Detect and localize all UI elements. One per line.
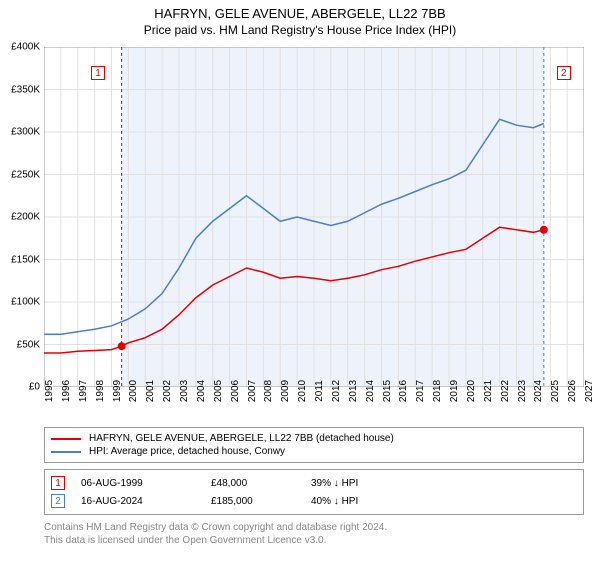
x-tick-label: 2026 [567, 380, 578, 402]
x-tick-label: 2025 [550, 380, 561, 402]
footnote-line: Contains HM Land Registry data © Crown c… [44, 521, 584, 534]
x-tick-label: 2002 [162, 380, 173, 402]
event-date: 06-AUG-1999 [81, 478, 211, 489]
event-date: 16-AUG-2024 [81, 496, 211, 507]
legend-item: HPI: Average price, detached house, Conw… [51, 445, 577, 458]
x-tick-label: 1999 [112, 380, 123, 402]
event-price: £185,000 [211, 496, 311, 507]
chart-title: HAFRYN, GELE AVENUE, ABERGELE, LL22 7BB [0, 6, 600, 21]
x-tick-label: 2014 [365, 380, 376, 402]
x-tick-label: 2015 [382, 380, 393, 402]
marker-badge: 2 [557, 66, 571, 80]
footnote: Contains HM Land Registry data © Crown c… [44, 521, 584, 547]
x-tick-label: 2020 [466, 380, 477, 402]
x-tick-label: 2016 [398, 380, 409, 402]
x-tick-label: 2011 [314, 380, 325, 402]
x-tick-label: 1997 [78, 380, 89, 402]
legend-item: HAFRYN, GELE AVENUE, ABERGELE, LL22 7BB … [51, 432, 577, 445]
x-tick-label: 2021 [483, 380, 494, 402]
y-tick-label: £250K [11, 169, 40, 180]
x-tick-label: 2013 [348, 380, 359, 402]
legend-label: HAFRYN, GELE AVENUE, ABERGELE, LL22 7BB … [89, 433, 394, 444]
event-delta: 40% ↓ HPI [311, 496, 358, 507]
x-tick-label: 2012 [331, 380, 342, 402]
y-tick-label: £150K [11, 254, 40, 265]
footnote-line: This data is licensed under the Open Gov… [44, 534, 584, 547]
x-tick-label: 2000 [128, 380, 139, 402]
y-tick-label: £400K [11, 42, 40, 53]
chart-svg [44, 47, 584, 387]
event-badge: 1 [51, 476, 65, 490]
event-badge: 2 [51, 494, 65, 508]
legend-swatch [51, 451, 81, 453]
legend-swatch [51, 438, 81, 440]
y-tick-label: £300K [11, 127, 40, 138]
y-tick-label: £100K [11, 297, 40, 308]
x-tick-label: 2022 [500, 380, 511, 402]
x-tick-label: 2018 [432, 380, 443, 402]
x-tick-label: 2019 [449, 380, 460, 402]
event-price: £48,000 [211, 478, 311, 489]
marker-badge: 1 [91, 66, 105, 80]
x-tick-label: 2004 [196, 380, 207, 402]
x-tick-label: 2007 [247, 380, 258, 402]
x-tick-label: 2001 [145, 380, 156, 402]
x-tick-label: 2006 [230, 380, 241, 402]
legend-box: HAFRYN, GELE AVENUE, ABERGELE, LL22 7BB … [44, 427, 584, 463]
legend-label: HPI: Average price, detached house, Conw… [89, 446, 285, 457]
x-tick-label: 1995 [44, 380, 55, 402]
event-row: 2 16-AUG-2024 £185,000 40% ↓ HPI [51, 492, 577, 510]
y-tick-label: £200K [11, 212, 40, 223]
x-tick-label: 1998 [95, 380, 106, 402]
x-tick-label: 2005 [213, 380, 224, 402]
x-tick-label: 2003 [179, 380, 190, 402]
x-tick-label: 2017 [415, 380, 426, 402]
x-tick-label: 2027 [584, 380, 595, 402]
events-box: 1 06-AUG-1999 £48,000 39% ↓ HPI 2 16-AUG… [44, 469, 584, 515]
x-tick-label: 2010 [297, 380, 308, 402]
x-tick-label: 2023 [517, 380, 528, 402]
x-tick-label: 2009 [280, 380, 291, 402]
y-tick-label: £0 [29, 382, 40, 393]
event-delta: 39% ↓ HPI [311, 478, 358, 489]
x-tick-label: 2024 [533, 380, 544, 402]
x-tick-label: 1996 [61, 380, 72, 402]
chart-area: 12£0£50K£100K£150K£200K£250K£300K£350K£4… [44, 47, 584, 387]
x-tick-label: 2008 [263, 380, 274, 402]
chart-subtitle: Price paid vs. HM Land Registry's House … [0, 23, 600, 37]
y-tick-label: £50K [17, 339, 40, 350]
event-row: 1 06-AUG-1999 £48,000 39% ↓ HPI [51, 474, 577, 492]
y-tick-label: £350K [11, 84, 40, 95]
